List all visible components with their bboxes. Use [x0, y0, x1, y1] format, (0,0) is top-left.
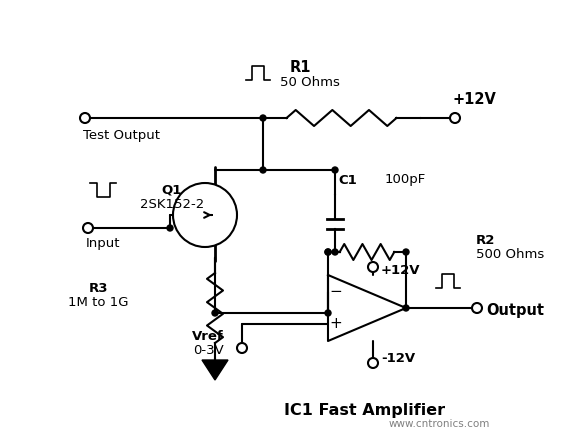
Circle shape: [173, 183, 237, 247]
Circle shape: [212, 310, 218, 316]
Circle shape: [450, 113, 460, 123]
Circle shape: [325, 249, 331, 255]
Text: www.cntronics.com: www.cntronics.com: [388, 419, 490, 429]
Polygon shape: [202, 360, 228, 380]
Text: C1: C1: [339, 174, 358, 187]
Circle shape: [403, 249, 409, 255]
Text: R3: R3: [88, 282, 108, 295]
Circle shape: [260, 167, 266, 173]
Circle shape: [368, 358, 378, 368]
Text: +12V: +12V: [453, 92, 497, 108]
Circle shape: [325, 249, 331, 255]
Circle shape: [403, 305, 409, 311]
Circle shape: [237, 343, 247, 353]
Circle shape: [167, 225, 173, 231]
Circle shape: [472, 303, 482, 313]
Text: +: +: [329, 317, 343, 331]
Text: +12V: +12V: [381, 264, 421, 276]
Text: −: −: [329, 285, 343, 299]
Circle shape: [368, 262, 378, 272]
Text: 500 Ohms: 500 Ohms: [476, 248, 544, 261]
Text: Input: Input: [86, 236, 120, 250]
Circle shape: [83, 223, 93, 233]
Circle shape: [332, 167, 338, 173]
Text: 50 Ohms: 50 Ohms: [280, 76, 340, 89]
Text: -12V: -12V: [381, 352, 415, 365]
Circle shape: [80, 113, 90, 123]
Circle shape: [260, 115, 266, 121]
Text: 2SK152-2: 2SK152-2: [140, 197, 204, 210]
Text: Vref: Vref: [193, 330, 224, 343]
Text: 100pF: 100pF: [385, 174, 426, 187]
Text: 0-3V: 0-3V: [193, 344, 224, 358]
Circle shape: [325, 310, 331, 316]
Text: 1M to 1G: 1M to 1G: [68, 296, 128, 309]
Text: IC1 Fast Amplifier: IC1 Fast Amplifier: [284, 403, 446, 417]
Text: Test Output: Test Output: [83, 130, 160, 143]
Text: Output: Output: [486, 302, 544, 318]
Text: R1: R1: [289, 60, 311, 76]
Text: R2: R2: [476, 234, 496, 247]
Text: Q1: Q1: [162, 184, 182, 197]
Circle shape: [332, 249, 338, 255]
